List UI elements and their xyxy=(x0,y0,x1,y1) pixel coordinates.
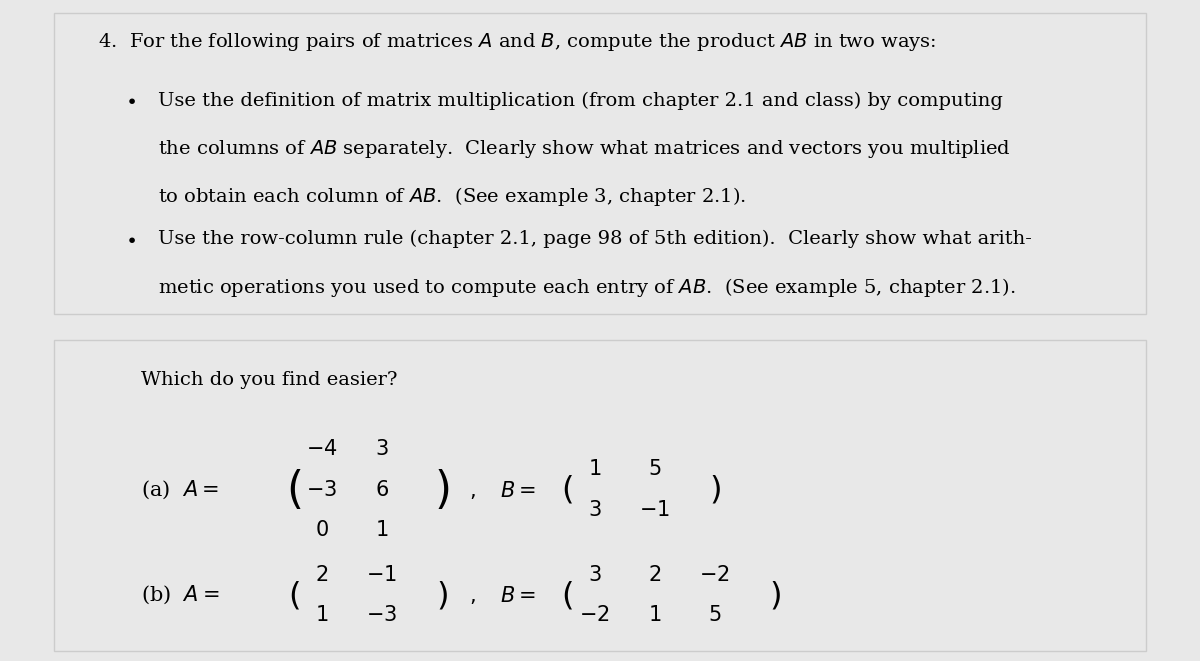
Text: metic operations you used to compute each entry of $AB$.  (See example 5, chapte: metic operations you used to compute eac… xyxy=(157,276,1015,299)
Text: $2$: $2$ xyxy=(648,565,661,585)
Text: (b)  $A =$: (b) $A =$ xyxy=(142,584,220,606)
Text: $($: $($ xyxy=(288,579,300,611)
Text: $($: $($ xyxy=(562,473,574,506)
Text: $-1$: $-1$ xyxy=(640,500,670,520)
Text: $1$: $1$ xyxy=(374,520,389,540)
Text: Which do you find easier?: Which do you find easier? xyxy=(142,371,398,389)
Text: $-1$: $-1$ xyxy=(366,565,397,585)
Text: (a)  $A =$: (a) $A =$ xyxy=(142,479,220,501)
Text: $($: $($ xyxy=(562,579,574,611)
Text: $-3$: $-3$ xyxy=(306,479,337,500)
Text: Use the definition of matrix multiplication (from chapter 2.1 and class) by comp: Use the definition of matrix multiplicat… xyxy=(157,91,1003,110)
Text: $1$: $1$ xyxy=(314,605,329,625)
Text: $-3$: $-3$ xyxy=(366,605,397,625)
Text: $3$: $3$ xyxy=(588,565,601,585)
Text: $)$: $)$ xyxy=(709,473,720,506)
Text: $0$: $0$ xyxy=(314,520,329,540)
Text: $, \quad B =$: $, \quad B =$ xyxy=(469,584,535,606)
Text: $\bullet$: $\bullet$ xyxy=(125,91,136,110)
Text: $($: $($ xyxy=(287,467,302,512)
Text: $5$: $5$ xyxy=(648,459,661,479)
Text: $5$: $5$ xyxy=(708,605,721,625)
Text: the columns of $AB$ separately.  Clearly show what matrices and vectors you mult: the columns of $AB$ separately. Clearly … xyxy=(157,138,1010,160)
Text: $6$: $6$ xyxy=(374,479,389,500)
Text: 4.  For the following pairs of matrices $A$ and $B$, compute the product $AB$ in: 4. For the following pairs of matrices $… xyxy=(97,31,936,54)
Text: $)$: $)$ xyxy=(434,467,449,512)
Text: $)$: $)$ xyxy=(436,579,448,611)
Text: $1$: $1$ xyxy=(588,459,601,479)
Text: $-2$: $-2$ xyxy=(580,605,610,625)
Text: $-4$: $-4$ xyxy=(306,439,337,459)
Text: $3$: $3$ xyxy=(588,500,601,520)
Text: to obtain each column of $AB$.  (See example 3, chapter 2.1).: to obtain each column of $AB$. (See exam… xyxy=(157,184,746,208)
Text: $2$: $2$ xyxy=(314,565,328,585)
Text: $\bullet$: $\bullet$ xyxy=(125,230,136,248)
Text: $-2$: $-2$ xyxy=(700,565,730,585)
Text: $, \quad B =$: $, \quad B =$ xyxy=(469,479,535,500)
Text: $1$: $1$ xyxy=(648,605,661,625)
Text: $)$: $)$ xyxy=(769,579,781,611)
Text: $3$: $3$ xyxy=(374,439,389,459)
Text: Use the row-column rule (chapter 2.1, page 98 of 5th edition).  Clearly show wha: Use the row-column rule (chapter 2.1, pa… xyxy=(157,230,1032,248)
